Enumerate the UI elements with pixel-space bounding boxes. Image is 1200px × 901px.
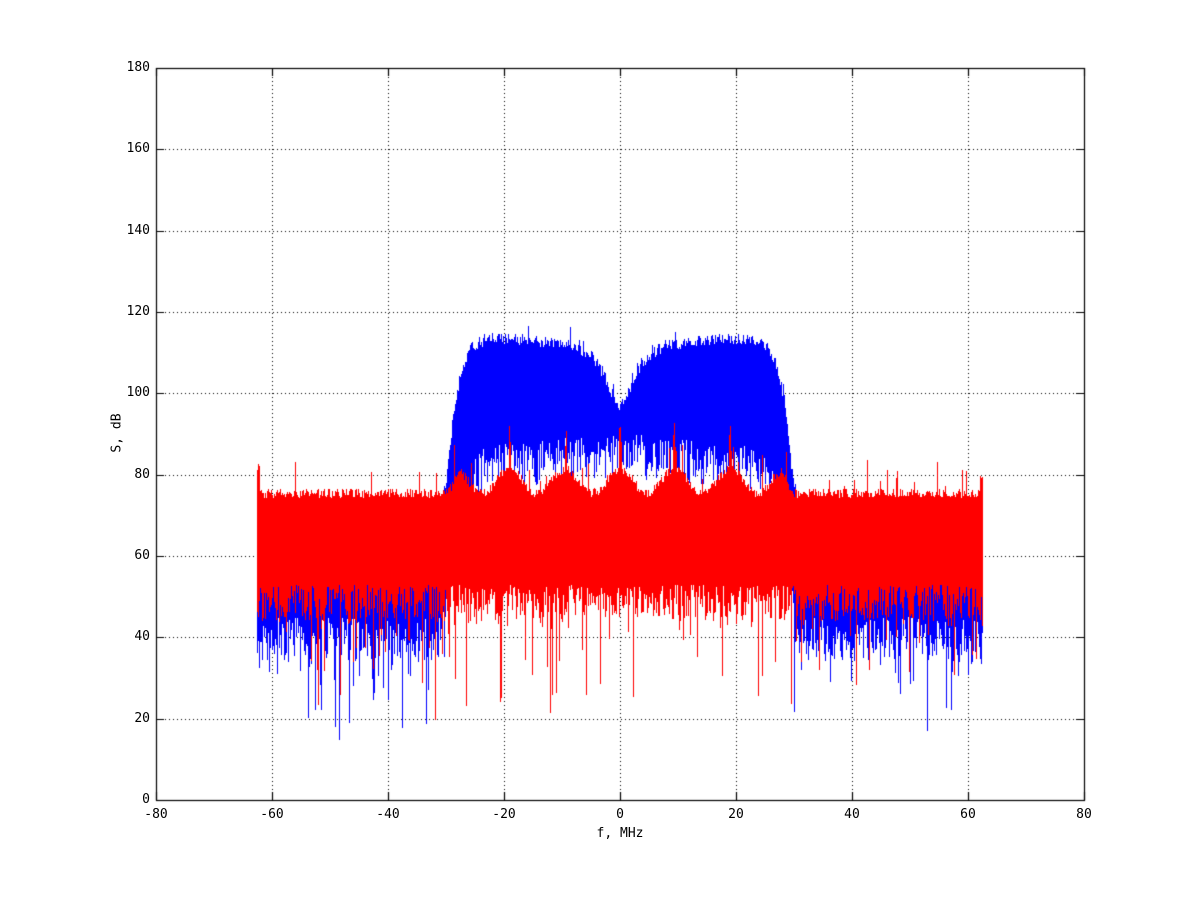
x-tick-label: -20 <box>492 807 516 822</box>
y-tick-label: 120 <box>126 304 150 319</box>
x-tick-label: 40 <box>844 807 860 822</box>
y-tick-label: 60 <box>134 548 150 563</box>
y-tick-label: 160 <box>126 141 150 157</box>
y-tick-label: 20 <box>134 710 150 726</box>
x-tick-label: -40 <box>376 807 400 822</box>
x-tick-label: 20 <box>728 807 744 822</box>
y-axis-label: S, dB <box>109 413 125 453</box>
x-tick-label: 80 <box>1076 807 1092 822</box>
y-tick-label: 80 <box>134 466 150 482</box>
y-tick-label: 140 <box>126 222 150 238</box>
x-tick-label: 0 <box>616 807 624 822</box>
y-tick-label: 100 <box>126 385 150 401</box>
x-axis-label: f, MHz <box>596 826 644 841</box>
y-tick-label: 40 <box>134 629 150 645</box>
x-tick-label: -60 <box>260 807 284 822</box>
y-tick-label: 180 <box>126 60 150 75</box>
x-tick-label: 60 <box>960 807 976 822</box>
x-tick-label: -80 <box>144 807 168 822</box>
y-tick-label: 0 <box>142 792 150 807</box>
